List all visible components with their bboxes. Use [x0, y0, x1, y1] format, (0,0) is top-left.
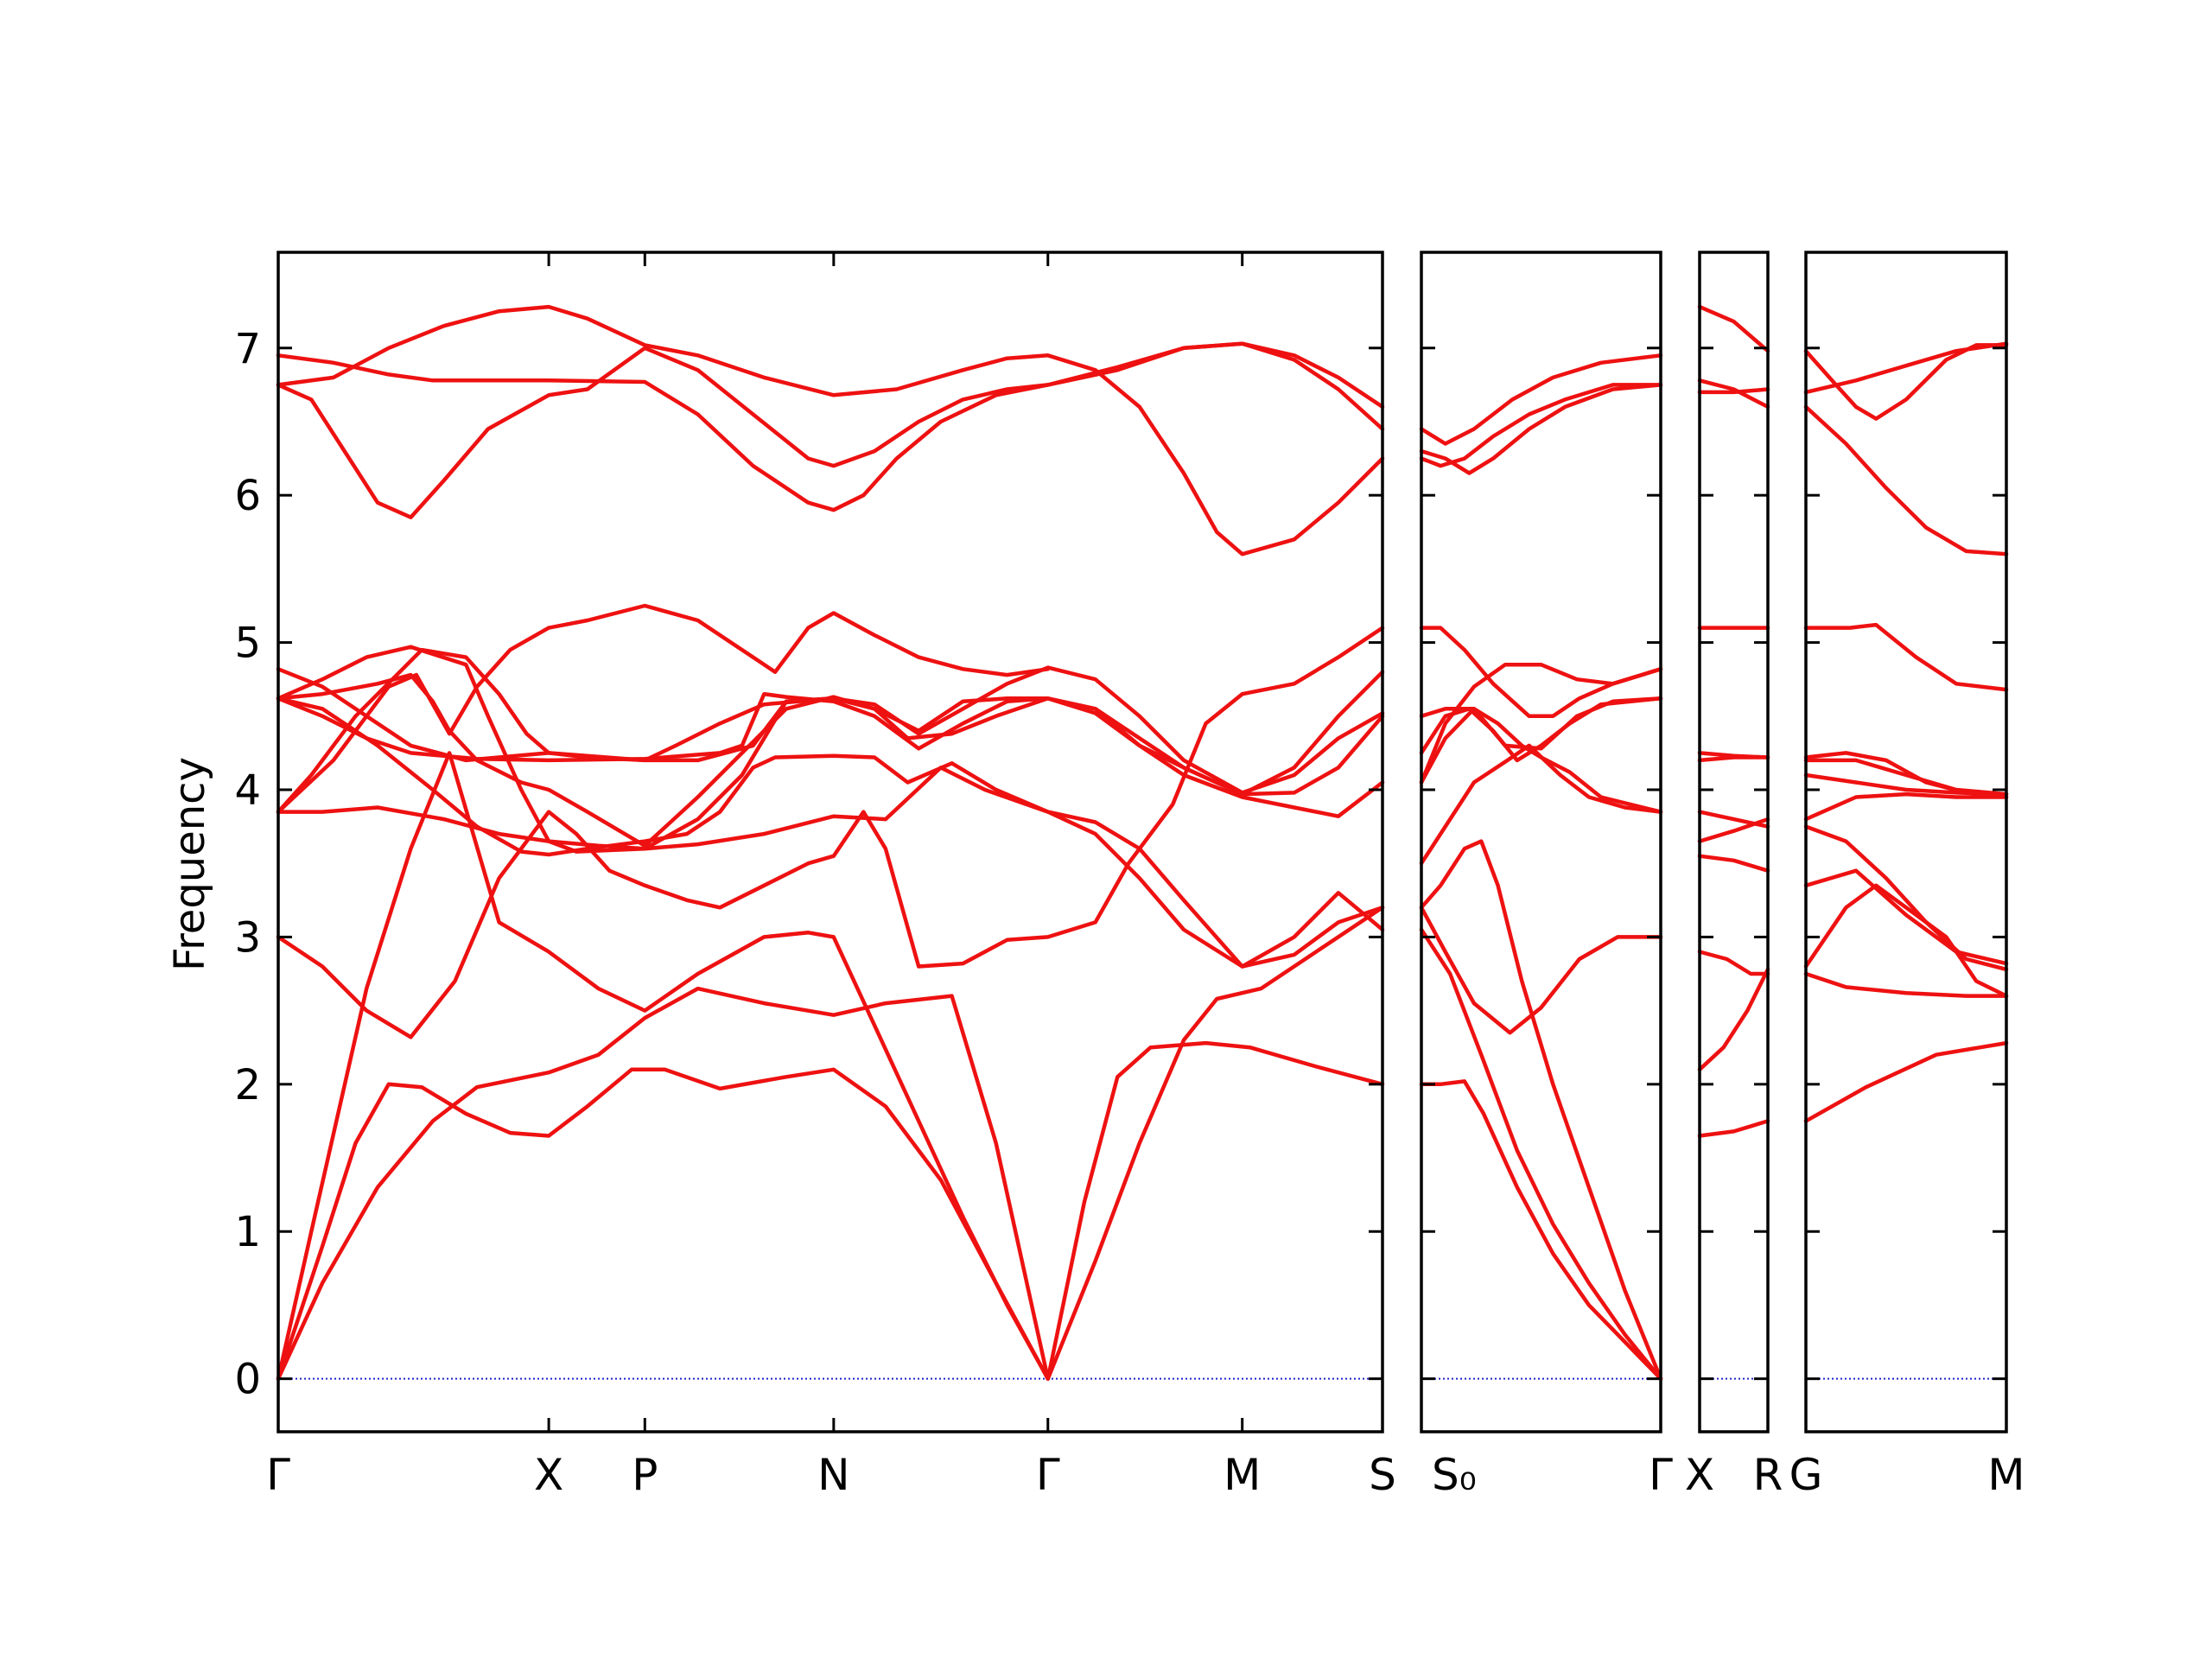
phonon-band	[1046, 906, 1385, 1381]
panel-frame	[1420, 251, 1662, 1433]
x-tick-label: R	[1753, 1450, 1783, 1500]
phonon-band	[276, 304, 1385, 556]
y-tick-label: 6	[234, 472, 261, 520]
phonon-band	[276, 626, 1385, 1039]
phonon-band	[1803, 758, 2009, 797]
x-tick-label: P	[632, 1450, 658, 1500]
phonon-band	[1419, 906, 1663, 1035]
y-tick-label: 1	[234, 1208, 261, 1256]
phonon-band	[1419, 707, 1663, 814]
x-tick-label: Γ	[266, 1450, 290, 1500]
x-tick-label: G	[1789, 1450, 1823, 1500]
phonon-band	[1419, 839, 1663, 1381]
panel-frame	[1698, 251, 1770, 1433]
y-tick-label: 3	[234, 913, 261, 962]
phonon-band	[1803, 751, 2009, 799]
phonon-band	[276, 665, 1385, 795]
phonon-band	[276, 603, 1051, 814]
phonon-band	[1803, 971, 2009, 998]
phonon-band	[276, 751, 1051, 1381]
phonon-band	[1803, 404, 2009, 556]
phonon-band	[276, 645, 836, 854]
phonon-band	[1697, 304, 1770, 353]
x-tick-label: X	[1685, 1450, 1714, 1500]
phonon-band	[276, 1067, 1051, 1381]
phonon-band	[1419, 383, 1663, 468]
phonon-band	[1803, 883, 2009, 998]
phonon-band	[1803, 343, 2009, 421]
phonon-band	[1697, 378, 1770, 410]
panel-2: S₀ Γ	[1419, 251, 1673, 1500]
y-axis-label: Frequency	[166, 757, 214, 971]
phonon-band	[1419, 743, 1663, 866]
y-tick-label: 4	[234, 766, 261, 815]
phonon-band	[1697, 810, 1770, 829]
phonon-band	[1419, 696, 1663, 751]
phonon-band	[1803, 622, 2009, 692]
phonon-band	[1419, 353, 1663, 446]
panel-frame	[1804, 251, 2008, 1433]
phonon-band	[1419, 927, 1663, 1381]
phonon-band	[1419, 383, 1663, 475]
phonon-band	[1419, 1079, 1663, 1381]
phonon-band	[276, 341, 1385, 512]
phonon-band	[276, 696, 1385, 969]
x-tick-label: Γ	[1649, 1450, 1673, 1500]
phonon-band	[1803, 1040, 2009, 1123]
x-tick-label: M	[1987, 1450, 2024, 1500]
phonon-band	[1697, 854, 1770, 873]
x-tick-label: N	[817, 1450, 849, 1500]
phonon-band	[1419, 626, 1663, 719]
x-tick-label: Γ	[1036, 1450, 1060, 1500]
phonon-band	[1697, 967, 1770, 1072]
phonon-band	[1697, 387, 1770, 395]
y-tick-label: 5	[234, 620, 261, 668]
y-tick-label: 7	[234, 325, 261, 373]
phonon-band	[276, 341, 1385, 519]
panel-frame	[276, 251, 1384, 1433]
x-tick-label: X	[534, 1450, 563, 1500]
phonon-band	[1697, 1119, 1770, 1138]
phonon-band	[1803, 341, 2009, 395]
x-tick-label: S	[1369, 1450, 1396, 1500]
phonon-band	[276, 766, 1385, 969]
phonon-band	[1419, 662, 1663, 785]
y-tick-label: 2	[234, 1061, 261, 1109]
phonon-band	[1697, 751, 1770, 760]
phonon-band	[1046, 1040, 1385, 1381]
y-tick-label: 0	[234, 1356, 261, 1404]
phonon-band	[1803, 824, 2009, 972]
phonon-band	[1697, 950, 1770, 976]
phonon-band	[276, 986, 1051, 1381]
x-tick-label: S₀	[1432, 1450, 1477, 1500]
x-tick-label: M	[1224, 1450, 1261, 1500]
phonon-band	[1803, 868, 2009, 966]
phonon-band	[1803, 791, 2009, 822]
